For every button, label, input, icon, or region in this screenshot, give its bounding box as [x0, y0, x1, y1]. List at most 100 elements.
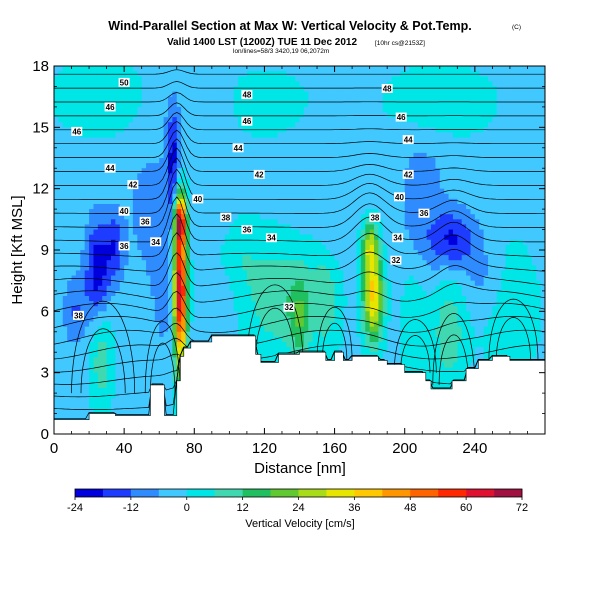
velocity-cell: [448, 106, 454, 113]
velocity-cell: [448, 127, 454, 134]
velocity-cell: [317, 178, 323, 185]
velocity-cell: [106, 96, 112, 103]
velocity-cell: [496, 255, 502, 261]
velocity-cell: [448, 168, 454, 174]
velocity-cell: [93, 158, 99, 164]
velocity-cell: [457, 132, 463, 139]
velocity-cell: [75, 152, 81, 159]
velocity-cell: [404, 158, 410, 164]
velocity-cell: [141, 132, 147, 139]
velocity-cell: [62, 260, 68, 266]
velocity-cell: [343, 66, 349, 72]
velocity-cell: [84, 106, 90, 113]
velocity-cell: [54, 193, 59, 200]
velocity-cell: [71, 66, 77, 72]
velocity-cell: [431, 280, 436, 287]
velocity-cell: [89, 122, 95, 128]
velocity-cell: [501, 275, 507, 282]
velocity-cell: [492, 198, 498, 205]
velocity-cell: [185, 127, 191, 134]
velocity-cell: [203, 204, 209, 210]
velocity-cell: [229, 280, 235, 287]
velocity-cell: [356, 152, 362, 159]
velocity-cell: [273, 183, 279, 190]
velocity-cell: [220, 224, 226, 231]
velocity-cell: [536, 178, 542, 185]
velocity-cell: [281, 66, 287, 72]
velocity-cell: [159, 163, 165, 169]
velocity-cell: [71, 193, 77, 200]
velocity-cell: [417, 101, 423, 108]
velocity-cell: [110, 290, 116, 297]
velocity-cell: [374, 275, 380, 282]
velocity-cell: [325, 260, 331, 266]
velocity-cell: [382, 163, 388, 169]
velocity-cell: [299, 137, 305, 144]
velocity-cell: [132, 244, 138, 251]
velocity-cell: [137, 250, 143, 256]
velocity-cell: [238, 96, 244, 103]
velocity-cell: [281, 270, 287, 277]
velocity-cell: [229, 265, 235, 272]
velocity-cell: [124, 86, 130, 93]
velocity-cell: [378, 178, 384, 185]
velocity-cell: [523, 142, 529, 149]
velocity-cell: [303, 290, 309, 297]
velocity-cell: [273, 280, 279, 287]
velocity-cell: [422, 122, 428, 128]
velocity-cell: [325, 96, 331, 103]
velocity-cell: [84, 127, 90, 134]
velocity-cell: [172, 214, 178, 220]
velocity-cell: [93, 132, 99, 139]
velocity-cell: [452, 122, 458, 128]
velocity-cell: [128, 239, 134, 246]
velocity-cell: [492, 183, 498, 190]
velocity-cell: [483, 229, 489, 236]
velocity-cell: [67, 239, 73, 246]
velocity-cell: [461, 229, 467, 236]
velocity-cell: [277, 204, 283, 210]
velocity-cell: [251, 76, 257, 82]
velocity-cell: [80, 198, 86, 205]
velocity-cell: [330, 76, 336, 82]
velocity-cell: [167, 71, 173, 77]
velocity-cell: [207, 255, 213, 261]
velocity-cell: [514, 209, 520, 215]
velocity-cell: [518, 76, 524, 82]
velocity-cell: [80, 244, 86, 251]
velocity-cell: [154, 270, 160, 277]
velocity-cell: [242, 147, 248, 154]
velocity-cell: [172, 260, 178, 266]
velocity-cell: [167, 122, 173, 128]
velocity-cell: [58, 255, 64, 261]
velocity-cell: [251, 66, 257, 72]
velocity-cell: [312, 173, 318, 180]
velocity-cell: [492, 250, 498, 256]
velocity-cell: [273, 193, 279, 200]
velocity-cell: [54, 96, 59, 103]
velocity-cell: [338, 219, 344, 226]
velocity-cell: [246, 244, 252, 251]
velocity-cell: [536, 106, 542, 113]
velocity-cell: [439, 147, 445, 154]
velocity-cell: [132, 66, 138, 72]
velocity-cell: [509, 86, 515, 93]
velocity-cell: [492, 132, 498, 139]
velocity-cell: [281, 147, 287, 154]
velocity-cell: [303, 239, 309, 246]
velocity-cell: [474, 214, 480, 220]
velocity-cell: [159, 265, 165, 272]
velocity-cell: [71, 209, 77, 215]
velocity-cell: [400, 229, 406, 236]
velocity-cell: [290, 158, 296, 164]
velocity-cell: [137, 81, 143, 88]
velocity-cell: [387, 255, 393, 261]
velocity-cell: [80, 214, 86, 220]
velocity-cell: [268, 290, 274, 297]
velocity-cell: [505, 280, 511, 287]
velocity-cell: [141, 193, 147, 200]
velocity-cell: [308, 188, 314, 195]
velocity-cell: [308, 76, 314, 82]
velocity-cell: [505, 96, 511, 103]
velocity-cell: [97, 86, 103, 93]
